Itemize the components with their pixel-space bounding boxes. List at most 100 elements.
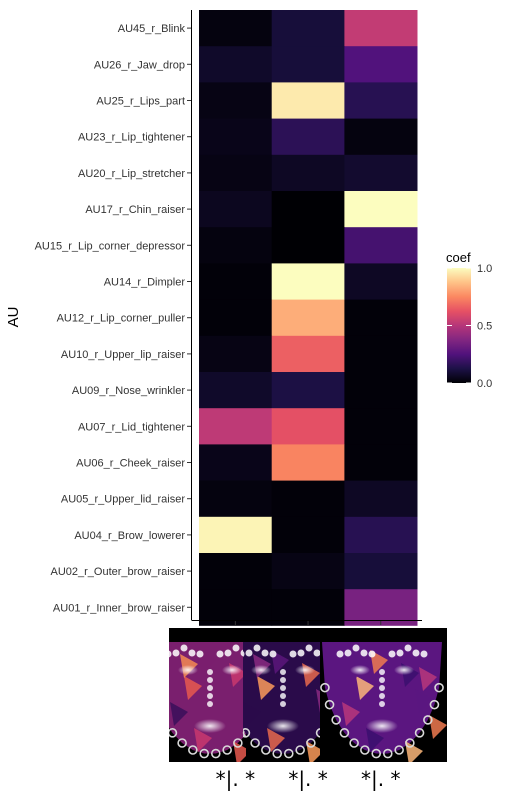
face-landmark <box>216 650 224 658</box>
face-landmark <box>394 665 414 675</box>
face-landmark <box>336 650 344 658</box>
face-landmark <box>388 650 396 658</box>
heatmap-cell <box>199 263 273 300</box>
heatmap-cell <box>271 516 345 554</box>
y-tick-label: AU15_r_Lip_corner_depressor <box>35 240 186 252</box>
face-landmark <box>280 677 286 683</box>
heatmap-cell <box>199 480 273 518</box>
face-landmark <box>222 745 232 755</box>
face-landmark <box>379 685 385 691</box>
face-heatmap <box>149 642 246 762</box>
face-landmark <box>320 682 330 693</box>
face-landmark <box>371 748 382 759</box>
heatmap-cell <box>199 118 273 156</box>
heatmap-cell <box>199 444 273 481</box>
face-landmark <box>177 738 187 748</box>
face-landmark <box>210 748 221 759</box>
y-tick-label: AU10_r_Upper_lip_raiser <box>61 349 185 361</box>
face-region <box>366 728 384 752</box>
face-landmark <box>414 728 425 738</box>
heatmap-cell <box>199 10 273 47</box>
face-landmark <box>207 669 213 675</box>
face-landmark <box>169 728 178 738</box>
heatmap-cell <box>271 372 345 409</box>
face-landmark <box>350 665 370 675</box>
heatmap-cell <box>271 335 345 373</box>
heatmap-cell <box>271 299 345 337</box>
heatmap-cell <box>344 46 418 83</box>
face-landmark <box>261 745 271 755</box>
heatmap-cell <box>199 299 273 337</box>
face-landmark <box>339 728 350 738</box>
face-landmark <box>379 677 385 683</box>
heatmap-cell <box>271 480 345 518</box>
face-landmark <box>360 649 368 657</box>
heatmap-cell <box>199 227 273 264</box>
face-landmark <box>283 748 294 759</box>
face-landmark <box>344 649 352 657</box>
face-landmark <box>352 644 360 652</box>
y-tick-label: AU26_r_Jaw_drop <box>94 59 185 71</box>
heatmap-cell <box>271 82 345 119</box>
y-tick-label: AU14_r_Dimpler <box>104 277 186 289</box>
heatmap-cell <box>271 589 345 626</box>
x-tick-label: *|. * <box>361 767 400 791</box>
heatmap-cell <box>199 516 273 554</box>
face-region <box>419 667 437 691</box>
legend-tick-label: 1.0 <box>477 263 492 275</box>
face-landmark <box>382 748 393 759</box>
heatmap-cell <box>271 191 345 228</box>
face-landmark <box>199 748 210 759</box>
face-landmark <box>272 748 283 759</box>
y-tick-label: AU20_r_Lip_stretcher <box>78 168 185 180</box>
heatmap-cell <box>199 82 273 119</box>
heatmap-cell <box>199 191 273 228</box>
face-landmark <box>172 649 180 657</box>
face-landmark <box>379 669 385 675</box>
face-landmark <box>232 644 240 652</box>
heatmap-cell <box>344 263 418 300</box>
face-landmark <box>331 715 341 725</box>
face-region <box>267 728 285 752</box>
face-landmark <box>324 699 335 710</box>
heatmap-cell <box>344 10 418 47</box>
heatmap-cell <box>271 408 345 445</box>
heatmap-cell <box>271 118 345 156</box>
face-landmark <box>169 650 172 658</box>
y-tick-label: AU25_r_Lips_part <box>96 96 185 108</box>
face-region <box>429 715 447 739</box>
face-landmark <box>306 738 316 748</box>
face-landmark <box>315 728 320 738</box>
face-landmark <box>180 644 188 652</box>
face-heatmap <box>243 642 320 762</box>
face-landmark <box>434 682 444 693</box>
heatmap-cell <box>344 335 418 373</box>
face-landmark <box>366 719 398 733</box>
heatmap-cell <box>271 10 345 47</box>
face-landmark <box>420 650 428 658</box>
face-landmark <box>233 738 243 748</box>
face-landmark <box>224 649 232 657</box>
face-heatmap-images <box>149 628 447 762</box>
face-region <box>184 676 202 700</box>
face-region <box>257 676 275 700</box>
face-region <box>356 676 374 700</box>
face-landmark <box>196 650 204 658</box>
face-landmark <box>207 693 213 699</box>
face-landmark <box>280 685 286 691</box>
face-landmark <box>394 745 404 755</box>
heatmap-cell <box>271 154 345 192</box>
face-landmark <box>207 685 213 691</box>
face-landmark <box>149 684 157 692</box>
face-landmark <box>405 738 415 748</box>
y-tick-label: AU06_r_Cheek_raiser <box>76 458 185 470</box>
face-landmark <box>250 738 260 748</box>
face-landmark <box>251 665 271 675</box>
y-tick-label: AU23_r_Lip_tightener <box>78 132 185 144</box>
heatmap-cell <box>344 516 418 554</box>
heatmap-cell <box>271 46 345 83</box>
face-region <box>170 702 188 726</box>
face-landmark <box>154 701 162 709</box>
face-region <box>415 689 433 713</box>
face-landmark <box>194 719 226 733</box>
